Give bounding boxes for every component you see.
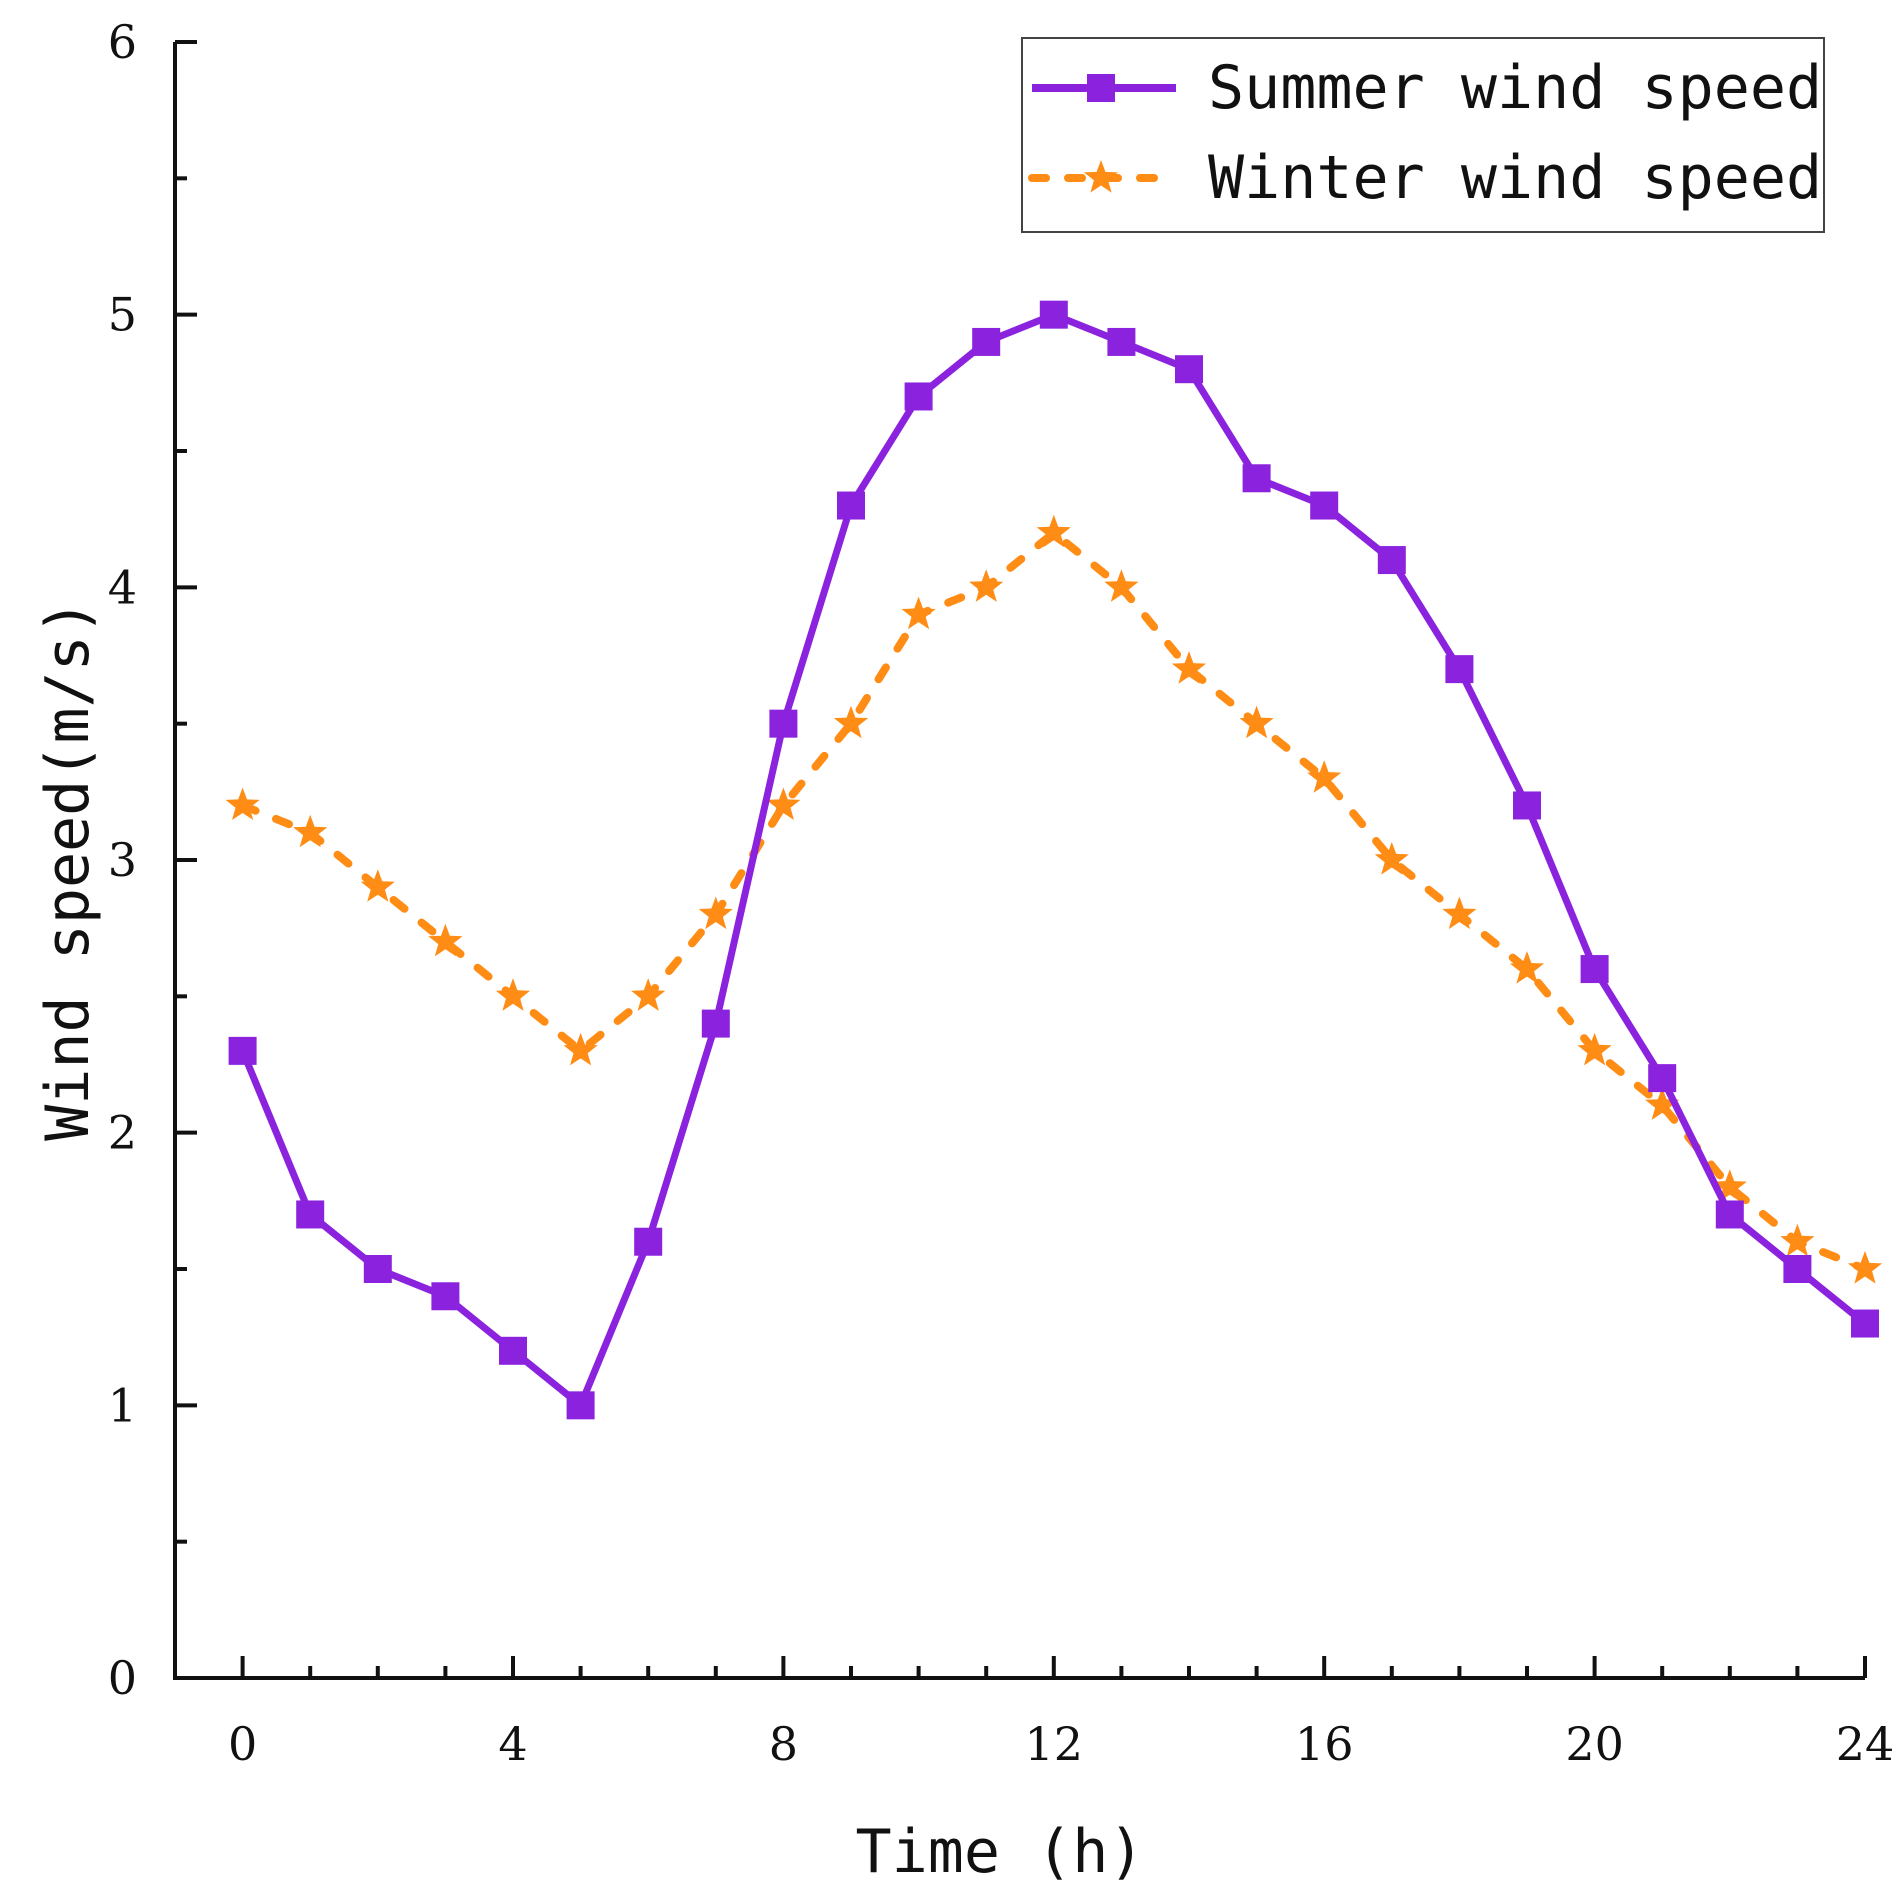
y-tick-label: 2 (108, 1106, 137, 1160)
data-point (1307, 760, 1342, 793)
data-point (1036, 514, 1071, 548)
data-point (904, 382, 933, 411)
data-point (499, 1336, 527, 1365)
data-point (1783, 1255, 1812, 1283)
data-point (1039, 300, 1068, 329)
data-point (228, 1036, 257, 1065)
data-point (1445, 655, 1474, 684)
data-point (1442, 896, 1477, 930)
data-point (428, 923, 463, 957)
data-point (1377, 546, 1406, 575)
series-layer (225, 300, 1883, 1420)
x-tick-label: 20 (1565, 1717, 1624, 1771)
data-point (431, 1282, 460, 1311)
data-point (360, 869, 395, 902)
data-point (1509, 951, 1545, 984)
legend-label: Winter wind speed (1208, 143, 1822, 213)
axes (173, 42, 1865, 1680)
legend-marker (1087, 74, 1115, 102)
data-point (1310, 491, 1339, 520)
x-tick-label: 4 (498, 1717, 527, 1771)
data-point (701, 1009, 730, 1038)
y-axis-title: Wind speed(m/s) (33, 599, 103, 1141)
x-tick-label: 8 (769, 1717, 798, 1771)
y-tick-label: 0 (108, 1651, 137, 1705)
legend: Summer wind speed Winter wind speed (1021, 37, 1825, 233)
data-point (296, 1200, 325, 1229)
data-point (1513, 791, 1541, 820)
data-point (1648, 1064, 1677, 1093)
series-winter (225, 514, 1883, 1284)
data-point (1645, 1087, 1680, 1120)
y-tick-label: 4 (108, 560, 137, 614)
legend-marker (1083, 160, 1119, 193)
data-point (631, 978, 666, 1011)
data-point (901, 596, 936, 630)
series-line (239, 311, 1868, 1409)
data-point (972, 327, 1001, 356)
x-tick-label: 12 (1025, 1717, 1084, 1771)
y-tick-label: 3 (108, 833, 137, 887)
data-point (363, 1255, 392, 1283)
legend-box (1021, 37, 1825, 233)
x-tick-label: 24 (1836, 1717, 1895, 1771)
data-point (293, 814, 328, 848)
series-summer (228, 300, 1879, 1420)
legend-entry-summer: Summer wind speed (1032, 53, 1822, 123)
data-point (495, 978, 531, 1011)
x-tick-label: 16 (1295, 1717, 1354, 1771)
data-point (1715, 1200, 1744, 1229)
data-point (563, 1032, 598, 1066)
data-point (1780, 1223, 1815, 1257)
data-point (1239, 705, 1274, 739)
data-point (1577, 1032, 1612, 1066)
data-point (1104, 569, 1139, 602)
x-axis-title: Time (h) (856, 1817, 1145, 1887)
data-point (1107, 327, 1136, 356)
data-point (1851, 1309, 1879, 1338)
data-point (698, 896, 733, 930)
data-point (1580, 955, 1609, 984)
data-point (1171, 651, 1207, 684)
data-point (566, 1391, 595, 1420)
data-point (1374, 842, 1409, 875)
data-point (1242, 464, 1271, 493)
series-line (238, 528, 1869, 1273)
data-point (766, 787, 801, 820)
data-point (1847, 1251, 1883, 1284)
data-point (833, 705, 869, 739)
y-tick-label: 5 (108, 288, 137, 342)
data-point (769, 709, 798, 738)
data-point (969, 569, 1004, 602)
data-point (634, 1227, 663, 1256)
data-point (1712, 1169, 1747, 1202)
data-point (1175, 355, 1203, 384)
legend-label: Summer wind speed (1208, 53, 1822, 123)
y-tick-label: 6 (108, 15, 137, 69)
data-point (837, 491, 865, 520)
y-tick-label: 1 (108, 1378, 137, 1432)
data-point (225, 787, 260, 820)
legend-entry-winter: Winter wind speed (1028, 143, 1822, 213)
x-tick-label: 0 (228, 1717, 257, 1771)
